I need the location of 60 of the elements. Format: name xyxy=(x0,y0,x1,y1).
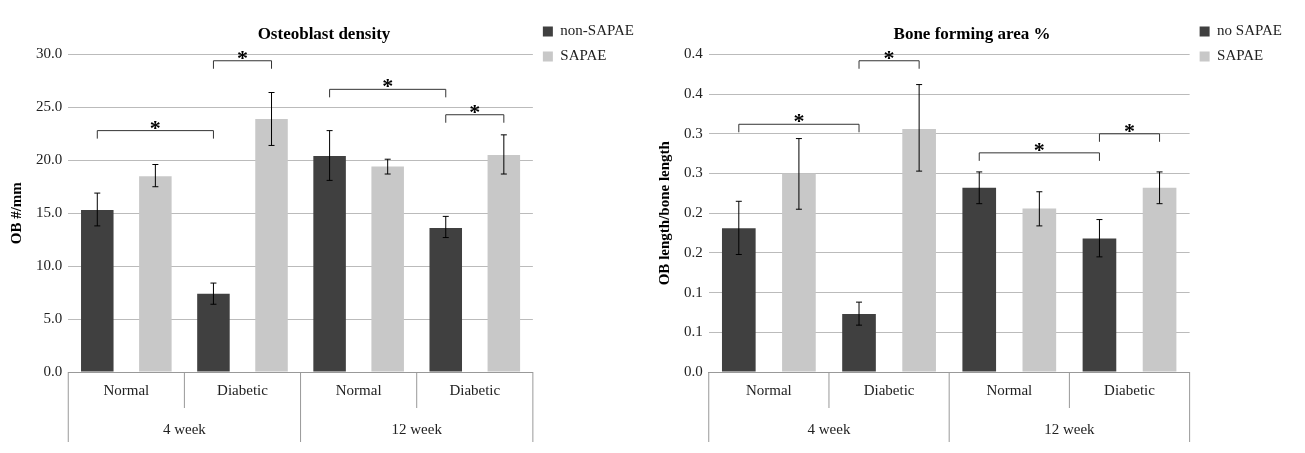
bar xyxy=(81,210,114,372)
annotation: * xyxy=(469,98,481,124)
annotation: * xyxy=(382,73,394,99)
text: 4 week xyxy=(162,420,207,437)
x-tick-label: Normal xyxy=(335,381,382,398)
y-tick-label: 0.0 xyxy=(684,362,703,379)
x-tick-label: Diabetic xyxy=(217,381,269,398)
annotation: * xyxy=(1033,136,1045,162)
x-tick-label: Normal xyxy=(745,381,792,398)
bar xyxy=(842,314,876,372)
legend-label: SAPAE xyxy=(1217,47,1264,64)
y-axis-title: OB length/bone length xyxy=(655,140,672,286)
bar xyxy=(255,118,288,372)
y-tick-label: 0.2 xyxy=(684,204,703,221)
bar xyxy=(139,176,172,372)
y-tick-label: 25.0 xyxy=(36,98,63,115)
y-tick-label: 0.4 xyxy=(684,85,704,102)
y-tick-label: 0.4 xyxy=(684,45,704,62)
bar xyxy=(487,154,521,372)
annotation: * xyxy=(883,44,895,70)
y-tick-label: 0.3 xyxy=(684,124,703,141)
bar xyxy=(1022,208,1057,372)
x-tick-label: Normal xyxy=(986,381,1033,398)
annotation: * xyxy=(149,114,161,140)
x-tick-label: Diabetic xyxy=(863,381,915,398)
text: 12 week xyxy=(1044,420,1096,437)
bar xyxy=(902,129,936,372)
annotation: * xyxy=(236,44,248,70)
x-tick-label: Normal xyxy=(103,381,150,398)
legend-label: no SAPAE xyxy=(1217,22,1283,39)
bar xyxy=(721,228,756,372)
y-tick-label: 30.0 xyxy=(36,45,63,62)
y-tick-label: 5.0 xyxy=(43,310,63,326)
y-tick-label: 0.3 xyxy=(684,164,703,181)
y-axis-title: OB #/mm xyxy=(7,181,24,245)
bar xyxy=(782,173,816,372)
bar xyxy=(313,156,346,372)
legend-label: SAPAE xyxy=(560,47,607,64)
y-tick-label: 0.1 xyxy=(684,323,703,340)
y-tick-label: 15.0 xyxy=(36,204,63,221)
bar xyxy=(429,228,463,372)
chart-title: Bone forming area % xyxy=(893,23,1051,43)
legend-label: non-SAPAE xyxy=(560,22,635,39)
chart-title: Osteoblast density xyxy=(257,23,391,43)
bar xyxy=(371,166,404,372)
bar xyxy=(962,187,997,372)
annotation: * xyxy=(793,108,805,134)
annotation: * xyxy=(1124,117,1136,143)
bar xyxy=(1082,238,1117,372)
bar xyxy=(1142,187,1177,372)
y-tick-label: 10.0 xyxy=(36,257,63,274)
x-tick-label: Diabetic xyxy=(1104,381,1156,398)
y-tick-label: 20.0 xyxy=(36,151,63,168)
bar xyxy=(197,293,230,372)
text: 12 week xyxy=(391,420,443,437)
y-tick-label: 0.2 xyxy=(684,243,703,260)
y-tick-label: 0.1 xyxy=(684,283,703,300)
x-tick-label: Diabetic xyxy=(449,381,501,398)
text: 4 week xyxy=(807,420,851,437)
y-tick-label: 0.0 xyxy=(43,362,63,379)
